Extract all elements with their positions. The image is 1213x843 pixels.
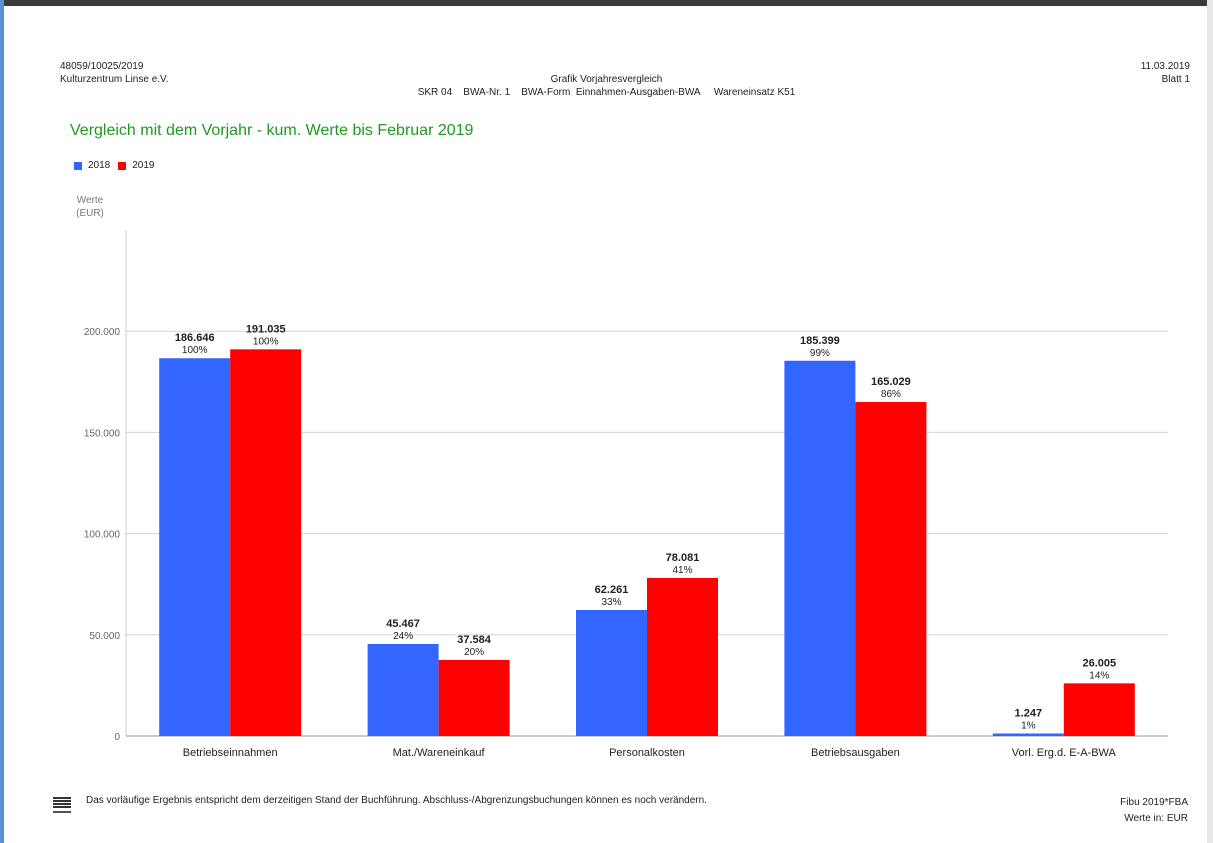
chart-title: Vergleich mit dem Vorjahr - kum. Werte b…	[70, 122, 474, 139]
x-category-label: Vorl. Erg.d. E-A-BWA	[1012, 747, 1117, 759]
sheet-number: Blatt 1	[1161, 74, 1190, 85]
bar-value-label: 186.646	[175, 332, 215, 344]
x-category-label: Betriebsausgaben	[811, 747, 900, 759]
y-tick-label: 100.000	[84, 530, 121, 541]
bar-value-label: 26.005	[1082, 657, 1116, 669]
bar-percent-label: 20%	[464, 647, 484, 658]
bar	[855, 401, 927, 736]
bar-value-label: 78.081	[666, 552, 700, 564]
y-axis-title: Werte (EUR)	[60, 194, 120, 220]
bar-value-label: 165.029	[871, 376, 911, 388]
header-center: Grafik Vorjahresvergleich SKR 04 BWA-Nr.…	[0, 73, 1213, 99]
bar	[576, 609, 647, 736]
report-parameters: SKR 04 BWA-Nr. 1 BWA-Form Einnahmen-Ausg…	[417, 87, 796, 98]
legend-swatch-2018	[74, 161, 82, 170]
bar-value-label: 191.035	[246, 323, 286, 335]
window-right-border	[1207, 0, 1213, 843]
x-category-label: Betriebseinnahmen	[183, 747, 278, 759]
bar	[647, 577, 718, 736]
bar-value-label: 62.261	[595, 584, 629, 596]
legend-label-2018: 2018	[88, 160, 111, 171]
bar-percent-label: 100%	[253, 336, 279, 347]
bar-value-label: 37.584	[457, 634, 492, 646]
footer-note: Das vorläufige Ergebnis entspricht dem d…	[86, 795, 707, 806]
y-tick-label: 200.000	[84, 327, 121, 338]
header-left: 48059/10025/2019 Kulturzentrum Linse e.V…	[60, 60, 169, 86]
chart-legend: 2018 2019	[74, 160, 163, 171]
footer-right: Fibu 2019*FBA Werte in: EUR	[1120, 795, 1188, 827]
bar-value-label: 45.467	[386, 618, 420, 630]
legend-item-2019: 2019	[118, 160, 155, 171]
client-number: 48059/10025/2019	[60, 61, 144, 72]
bar	[159, 358, 231, 736]
bar	[1063, 683, 1135, 736]
y-axis-title-line1: Werte	[76, 195, 104, 206]
bar	[230, 349, 302, 736]
window-left-border	[0, 0, 4, 843]
bar	[992, 733, 1064, 736]
y-tick-label: 150.000	[84, 428, 121, 439]
bar	[438, 659, 510, 736]
footer-currency: Werte in: EUR	[1124, 813, 1188, 824]
legend-swatch-2019	[118, 161, 127, 170]
bar-percent-label: 33%	[601, 597, 621, 608]
client-name: Kulturzentrum Linse e.V.	[60, 74, 169, 85]
legend-label-2019: 2019	[132, 160, 155, 171]
y-tick-label: 0	[114, 732, 120, 743]
window-top-border	[0, 0, 1213, 6]
bar-percent-label: 41%	[672, 565, 692, 576]
bar-percent-label: 24%	[393, 631, 413, 642]
datev-logo-icon	[53, 797, 71, 813]
report-date: 11.03.2019	[1140, 61, 1190, 72]
bar-percent-label: 1%	[1021, 720, 1036, 731]
footer-program: Fibu 2019*FBA	[1120, 797, 1188, 808]
y-axis-title-line2: (EUR)	[76, 208, 104, 219]
bar-value-label: 1.247	[1015, 707, 1043, 719]
bar-percent-label: 99%	[810, 348, 830, 359]
report-name: Grafik Vorjahresvergleich	[550, 74, 663, 85]
bar-percent-label: 14%	[1089, 670, 1109, 681]
y-tick-label: 50.000	[89, 631, 120, 642]
legend-item-2018: 2018	[74, 160, 110, 171]
x-category-label: Personalkosten	[609, 747, 685, 759]
bar-percent-label: 86%	[881, 389, 901, 400]
header-right: 11.03.2019 Blatt 1	[1141, 60, 1190, 86]
bar	[784, 360, 856, 736]
bar-value-label: 185.399	[800, 335, 840, 347]
bar-percent-label: 100%	[182, 345, 208, 356]
bar	[367, 643, 439, 736]
x-category-label: Mat./Wareneinkauf	[393, 747, 486, 759]
